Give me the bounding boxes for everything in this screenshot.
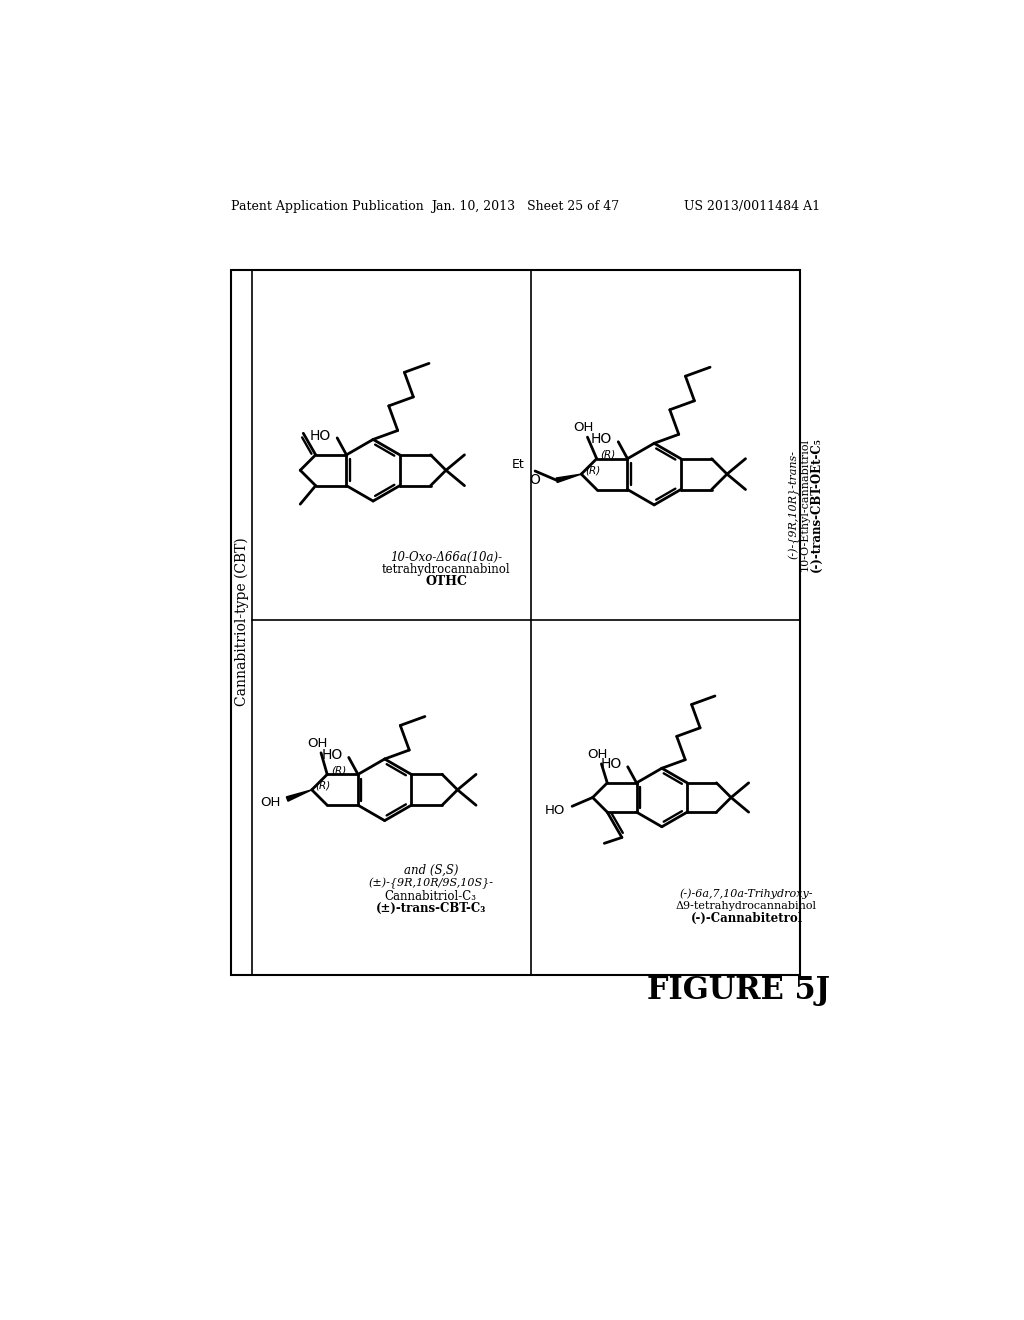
Text: (-)-Cannabitetrol: (-)-Cannabitetrol <box>690 912 803 925</box>
Text: OH: OH <box>307 737 328 750</box>
Text: HO: HO <box>545 804 565 817</box>
Text: OTHC: OTHC <box>425 576 467 589</box>
Text: (±)-trans-CBT-C₃: (±)-trans-CBT-C₃ <box>376 902 486 915</box>
Text: (R): (R) <box>600 450 615 459</box>
Text: HO: HO <box>322 748 342 762</box>
Text: HO: HO <box>600 758 622 771</box>
Text: (R): (R) <box>315 781 331 791</box>
Text: 10-Oxo-Δ66a(10a)-: 10-Oxo-Δ66a(10a)- <box>390 550 503 564</box>
Polygon shape <box>287 789 311 801</box>
Text: US 2013/0011484 A1: US 2013/0011484 A1 <box>684 199 819 213</box>
Text: (-)-6a,7,10a-Trihydroxy-: (-)-6a,7,10a-Trihydroxy- <box>680 888 813 899</box>
Text: HO: HO <box>591 433 612 446</box>
Text: Patent Application Publication: Patent Application Publication <box>230 199 423 213</box>
Text: (-)-trans-CBT-OEt-C₅: (-)-trans-CBT-OEt-C₅ <box>809 437 822 573</box>
Text: OH: OH <box>260 796 281 809</box>
Text: Cannabitriol-C₃: Cannabitriol-C₃ <box>385 890 477 903</box>
Text: and (S,S): and (S,S) <box>403 865 458 878</box>
Text: HO: HO <box>309 429 331 442</box>
Text: (-)-{9R,10R}-trans-: (-)-{9R,10R}-trans- <box>788 450 800 560</box>
Text: tetrahydrocannabinol: tetrahydrocannabinol <box>382 564 511 576</box>
Text: Jan. 10, 2013   Sheet 25 of 47: Jan. 10, 2013 Sheet 25 of 47 <box>431 199 618 213</box>
Bar <box>230 271 801 974</box>
Polygon shape <box>556 474 582 483</box>
Text: (±)-{9R,10R/9S,10S}-: (±)-{9R,10R/9S,10S}- <box>369 878 494 890</box>
Text: (R): (R) <box>331 766 346 776</box>
Text: 10-O-Ethyl-cannabitriol: 10-O-Ethyl-cannabitriol <box>800 438 810 572</box>
Text: O: O <box>528 474 540 487</box>
Text: (R): (R) <box>585 465 600 475</box>
Text: Cannabitriol-type (CBT): Cannabitriol-type (CBT) <box>234 537 249 706</box>
Text: FIGURE 5J: FIGURE 5J <box>647 974 830 1006</box>
Text: OH: OH <box>588 748 608 762</box>
Text: Et: Et <box>512 458 524 471</box>
Text: Δ9-tetrahydrocannabinol: Δ9-tetrahydrocannabinol <box>676 902 817 911</box>
Text: OH: OH <box>573 421 594 434</box>
